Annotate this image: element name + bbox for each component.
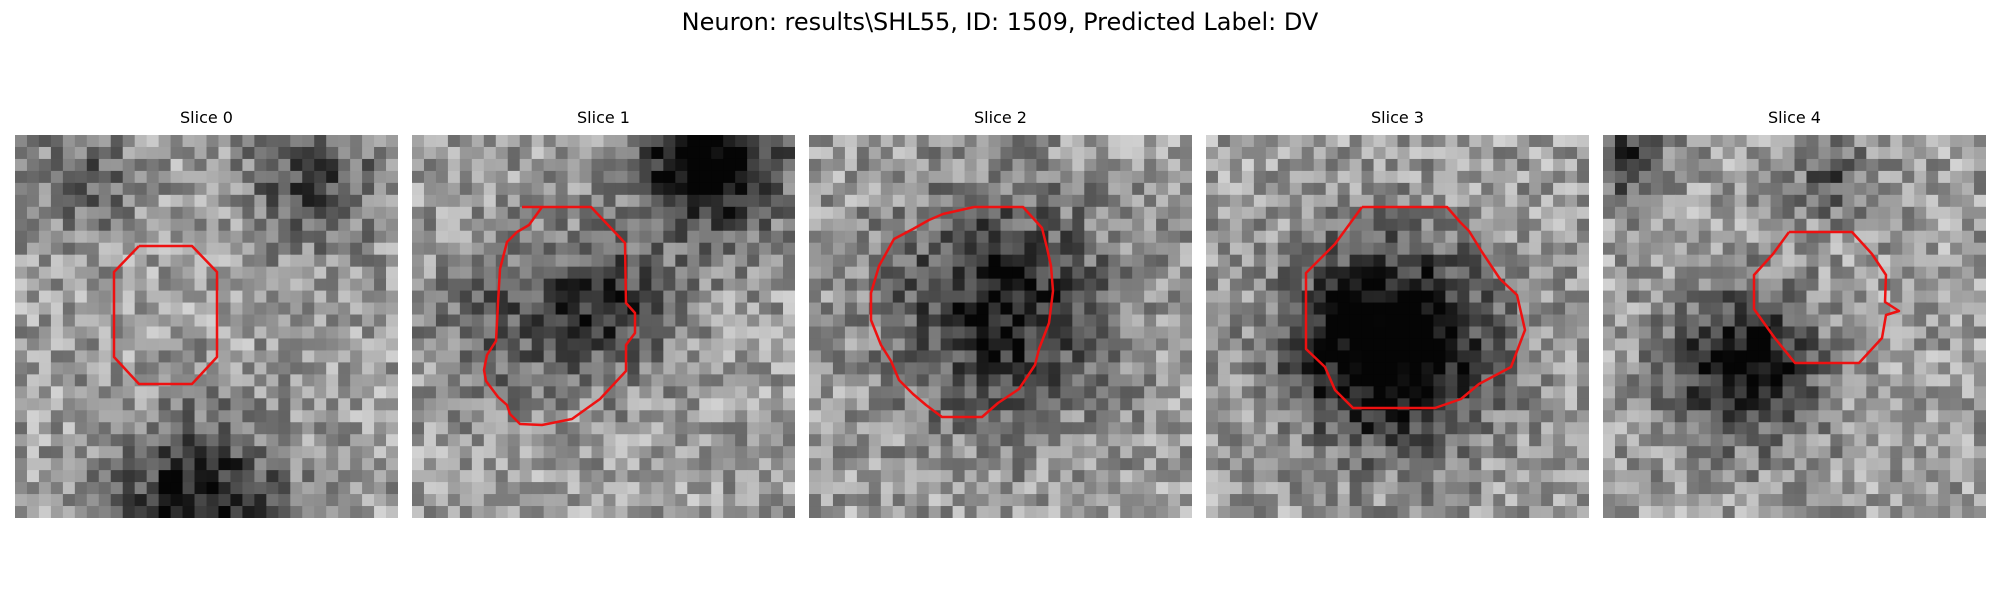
slice-title: Slice 0	[180, 108, 233, 127]
slice-image	[809, 135, 1192, 518]
slice-image	[412, 135, 795, 518]
slice-title: Slice 1	[577, 108, 630, 127]
slice-image	[1206, 135, 1589, 518]
figure-title: Neuron: results\SHL55, ID: 1509, Predict…	[681, 8, 1319, 36]
slice-title: Slice 3	[1371, 108, 1424, 127]
slice-image	[15, 135, 398, 518]
neuron-contour	[112, 244, 219, 386]
slice-title: Slice 2	[974, 108, 1027, 127]
slice-image	[1603, 135, 1986, 518]
neuron-contour	[482, 205, 637, 427]
neuron-contour	[1752, 230, 1901, 365]
neuron-contour	[1304, 205, 1527, 410]
neuron-contour	[869, 205, 1055, 419]
slice-title: Slice 4	[1768, 108, 1821, 127]
